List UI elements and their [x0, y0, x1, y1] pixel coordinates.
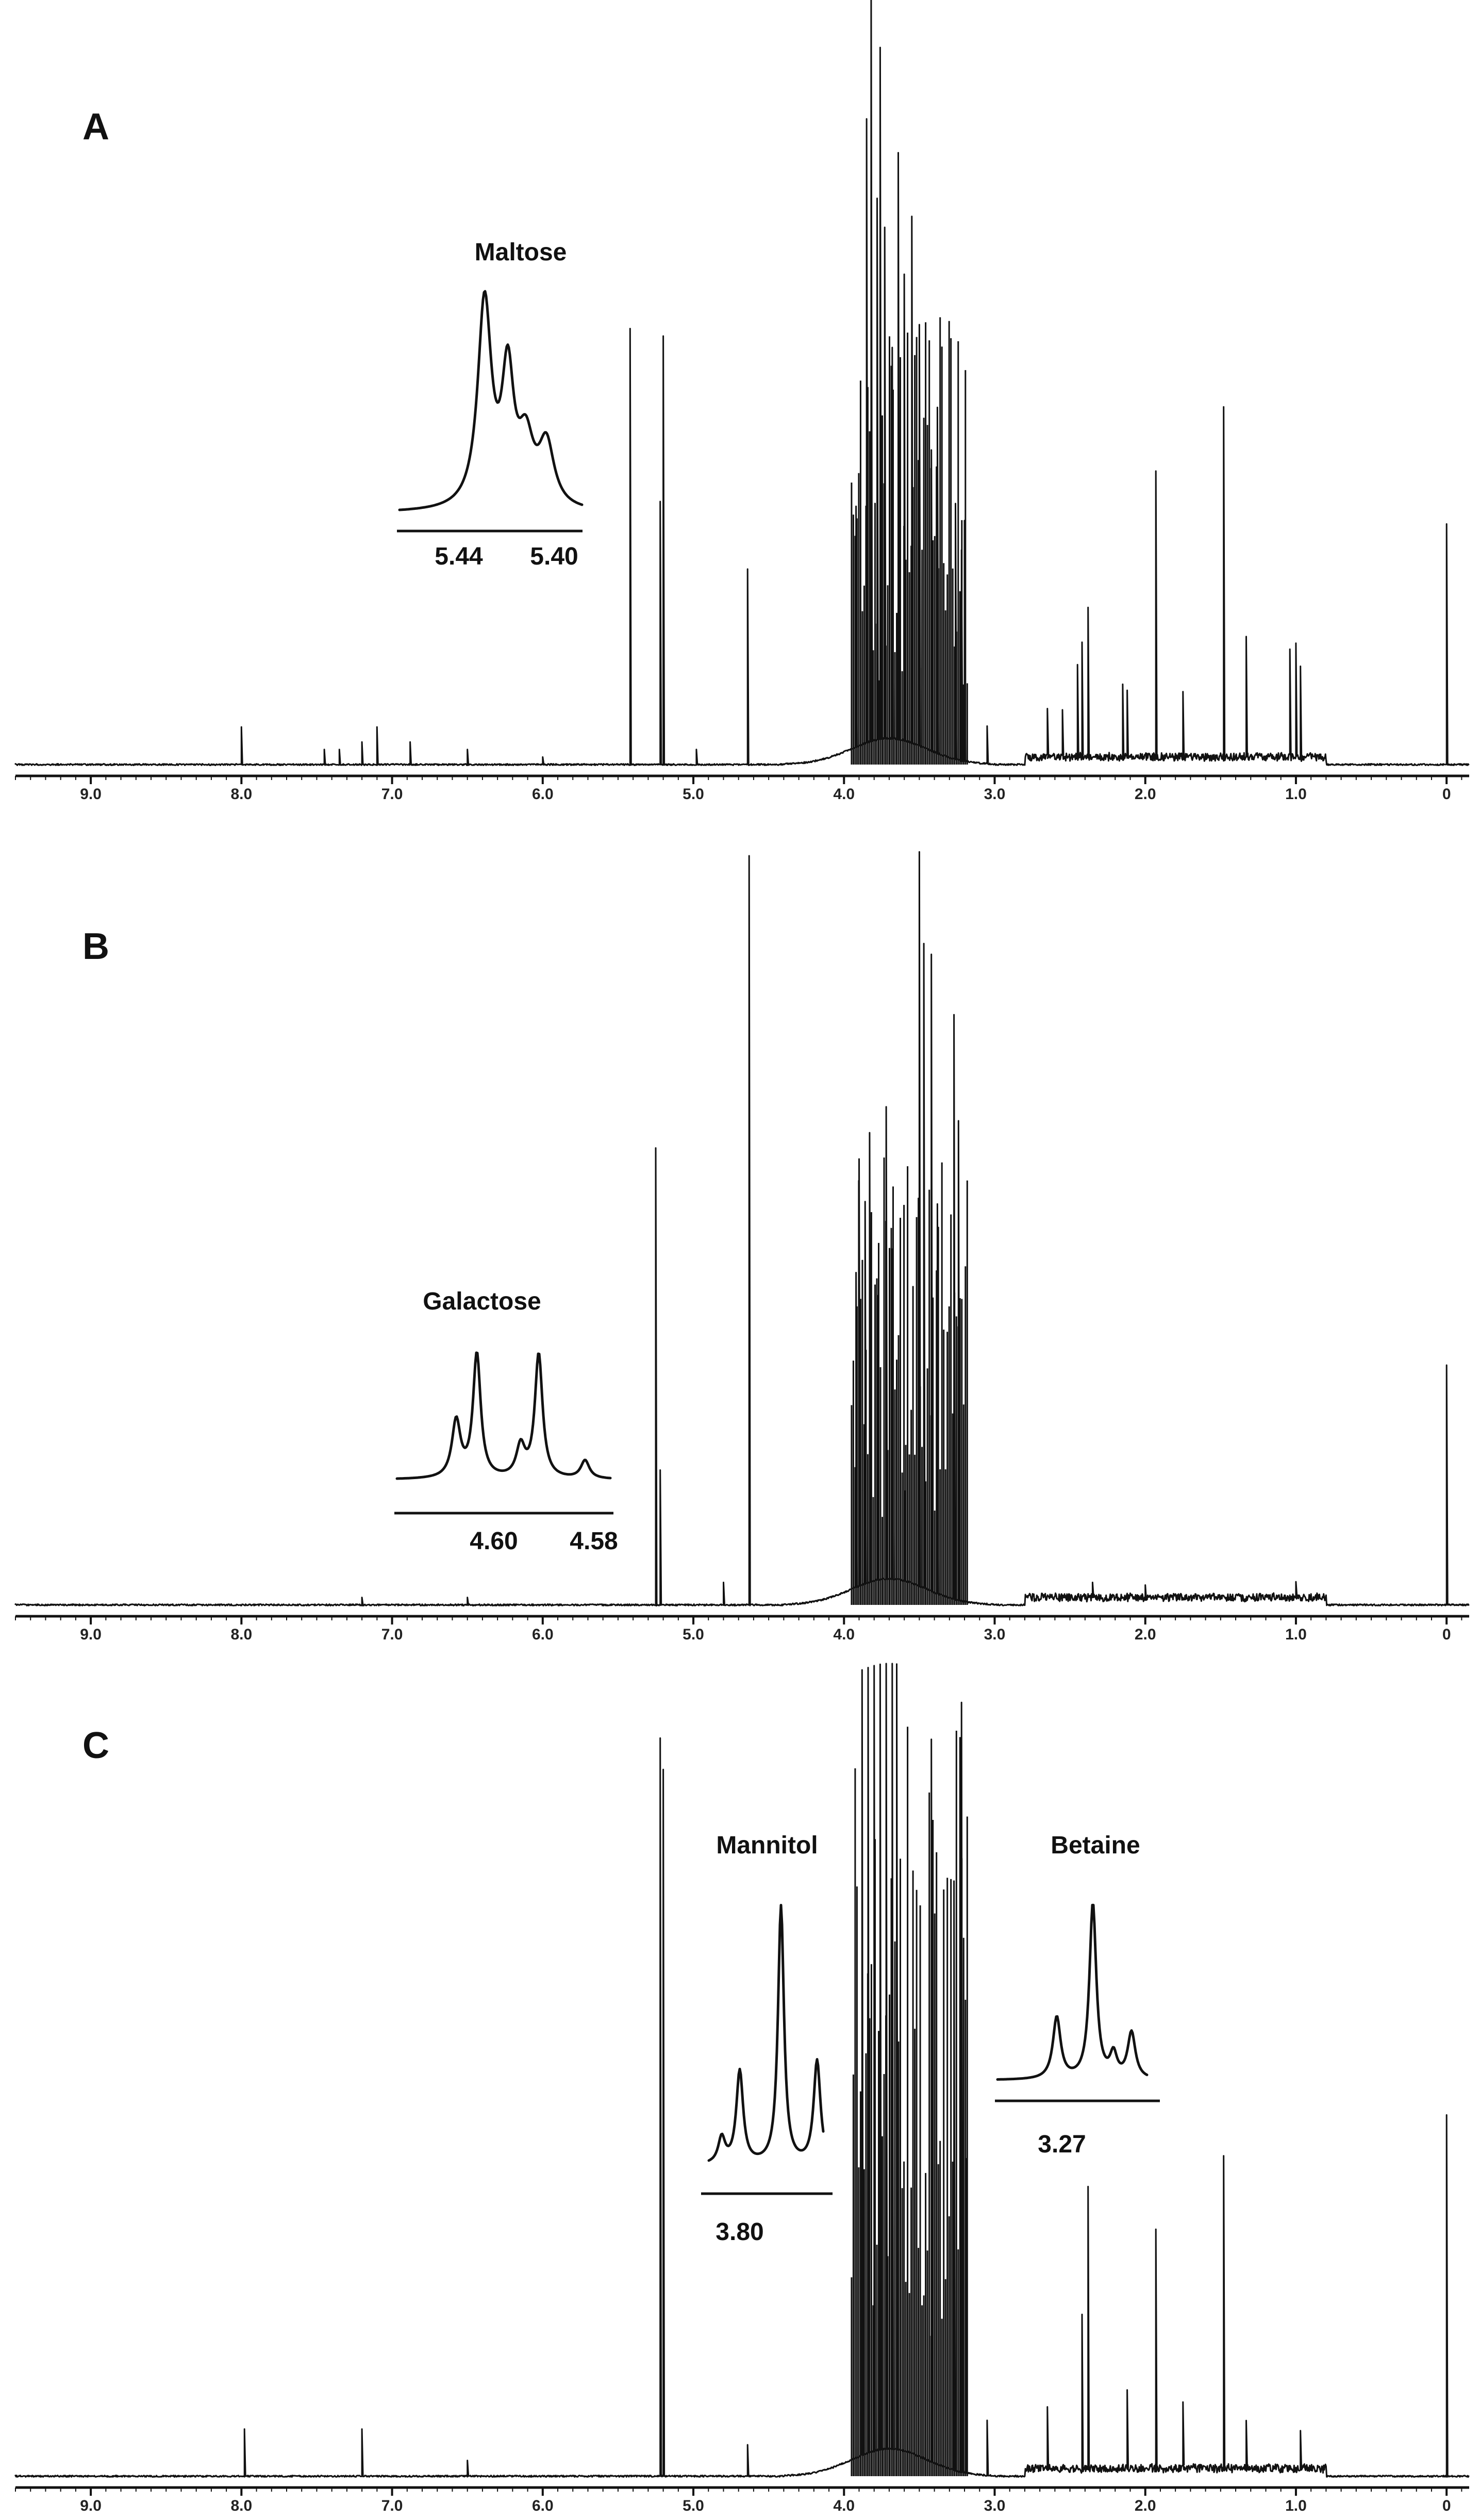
x-tick-label: 1.0	[1285, 2497, 1307, 2514]
panel-b: B 9.0 8.0 7.0 6.0 5.0 4.0 3.0 2.0 1.0 0 Galactose…	[14, 851, 1470, 1643]
x-tick-label: 7.0	[381, 1626, 403, 1643]
inset-trace-maltose	[398, 290, 584, 511]
inset-trace-mannitol	[707, 1903, 825, 2162]
x-tick-label: 2.0	[1135, 1626, 1156, 1643]
x-tick-label: 8.0	[230, 1626, 252, 1643]
x-tick-label: 7.0	[381, 2497, 403, 2514]
inset-tick-betaine: 3.27	[1038, 2131, 1086, 2158]
inset-title-galactose: Galactose	[423, 1288, 541, 1315]
x-tick-label: 0	[1442, 786, 1451, 803]
x-tick-label: 4.0	[833, 786, 855, 803]
inset-galactose: Galactose 4.60 4.58	[394, 1288, 618, 1555]
x-tick-label: 5.0	[683, 786, 704, 803]
spectrum-trace-a	[14, 0, 1470, 766]
x-tick-label: 8.0	[230, 786, 252, 803]
panel-label-a: A	[82, 106, 109, 147]
x-ticks-a: 9.0 8.0 7.0 6.0 5.0 4.0 3.0 2.0 1.0 0	[15, 776, 1462, 803]
x-tick-label: 3.0	[984, 1626, 1006, 1643]
inset-title-mannitol: Mannitol	[716, 1832, 818, 1859]
x-tick-label: 9.0	[80, 1626, 102, 1643]
inset-tick-galactose-2: 4.58	[570, 1528, 618, 1555]
inset-tick-galactose-1: 4.60	[470, 1528, 518, 1555]
x-tick-label: 0	[1442, 1626, 1451, 1643]
inset-tick-mannitol: 3.80	[716, 2218, 763, 2246]
x-tick-label: 5.0	[683, 1626, 704, 1643]
x-tick-label: 9.0	[80, 2497, 102, 2514]
x-tick-label: 5.0	[683, 2497, 704, 2514]
inset-mannitol: Mannitol 3.80	[701, 1832, 833, 2246]
x-tick-label: 7.0	[381, 786, 403, 803]
inset-tick-maltose-2: 5.40	[530, 543, 578, 570]
x-tick-label: 4.0	[833, 1626, 855, 1643]
x-tick-label: 3.0	[984, 2497, 1006, 2514]
x-tick-label: 0	[1442, 2497, 1451, 2514]
inset-betaine: Betaine 3.27	[995, 1832, 1160, 2158]
spectrum-trace-c	[14, 1663, 1470, 2478]
inset-trace-betaine	[996, 1903, 1149, 2081]
x-tick-label: 8.0	[230, 2497, 252, 2514]
x-tick-label: 1.0	[1285, 1626, 1307, 1643]
inset-title-maltose: Maltose	[475, 239, 567, 266]
x-tick-label: 4.0	[833, 2497, 855, 2514]
panel-c: C 9.0 8.0 7.0 6.0 5.0 4.0 3.0 2.0 1.0 0 Mannitol …	[14, 1663, 1470, 2514]
x-tick-label: 2.0	[1135, 786, 1156, 803]
x-tick-label: 2.0	[1135, 2497, 1156, 2514]
panel-a: A 9.0 8.0 7.0 6.0 5.0 4.0 3.0 2.0 1.0 0 Maltose 5…	[14, 0, 1470, 803]
x-ticks-c: 9.0 8.0 7.0 6.0 5.0 4.0 3.0 2.0 1.0 0	[15, 2488, 1462, 2514]
x-tick-label: 6.0	[532, 1626, 554, 1643]
x-ticks-b: 9.0 8.0 7.0 6.0 5.0 4.0 3.0 2.0 1.0 0	[15, 1616, 1462, 1643]
panel-label-b: B	[82, 926, 109, 967]
inset-trace-galactose	[395, 1351, 612, 1480]
x-tick-label: 3.0	[984, 786, 1006, 803]
x-tick-label: 1.0	[1285, 786, 1307, 803]
panel-label-c: C	[82, 1725, 109, 1766]
inset-maltose: Maltose 5.44 5.40	[397, 239, 584, 570]
x-tick-label: 9.0	[80, 786, 102, 803]
inset-title-betaine: Betaine	[1051, 1832, 1140, 1859]
spectrum-trace-b	[14, 851, 1470, 1606]
inset-tick-maltose-1: 5.44	[435, 543, 483, 570]
x-tick-label: 6.0	[532, 786, 554, 803]
x-tick-label: 6.0	[532, 2497, 554, 2514]
